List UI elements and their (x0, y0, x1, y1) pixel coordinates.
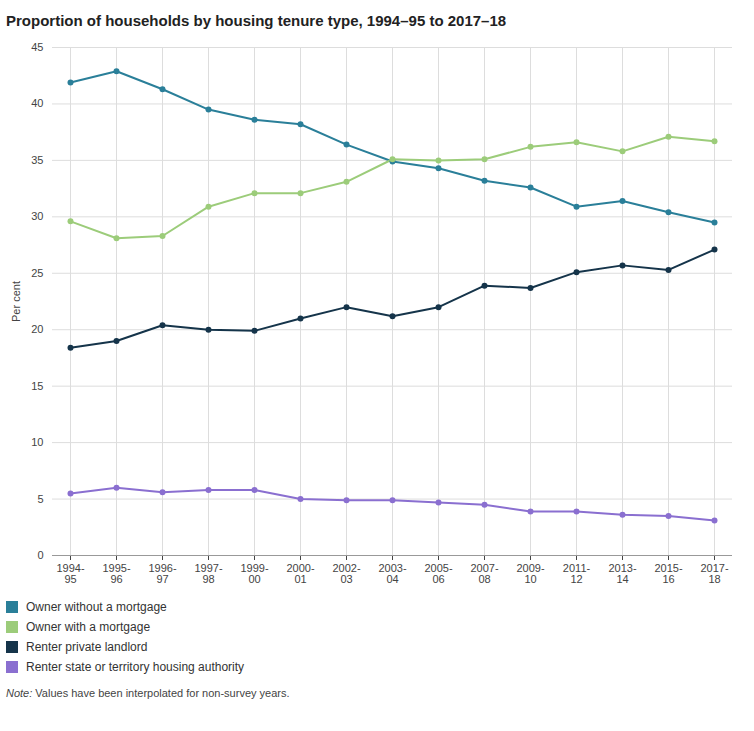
svg-text:1997-98: 1997-98 (194, 562, 222, 585)
svg-text:1996-97: 1996-97 (148, 562, 176, 585)
svg-text:15: 15 (31, 380, 43, 392)
svg-text:2011-12: 2011-12 (563, 562, 591, 585)
svg-text:2017-18: 2017-18 (700, 562, 728, 585)
svg-text:5: 5 (37, 493, 43, 505)
svg-text:2007-08: 2007-08 (470, 562, 498, 585)
svg-text:2000-01: 2000-01 (286, 562, 314, 585)
svg-text:40: 40 (31, 97, 43, 109)
svg-text:1994-95: 1994-95 (56, 562, 84, 585)
svg-text:2013-14: 2013-14 (608, 562, 636, 585)
svg-text:1995-96: 1995-96 (102, 562, 130, 585)
svg-text:25: 25 (31, 267, 43, 279)
svg-text:2005-06: 2005-06 (424, 562, 452, 585)
svg-text:2015-16: 2015-16 (654, 562, 682, 585)
svg-text:45: 45 (31, 41, 43, 53)
svg-text:2009-10: 2009-10 (516, 562, 544, 585)
svg-text:20: 20 (31, 323, 43, 335)
svg-text:Per cent: Per cent (10, 281, 22, 322)
svg-text:30: 30 (31, 210, 43, 222)
svg-text:10: 10 (31, 436, 43, 448)
svg-text:0: 0 (37, 549, 43, 561)
svg-text:1999-00: 1999-00 (240, 562, 268, 585)
svg-text:35: 35 (31, 154, 43, 166)
html-text:Owner with a mortgage: Owner with a mortgage (26, 620, 151, 634)
svg-text:2002-03: 2002-03 (332, 562, 360, 585)
html-text:Renter state or territory hous: Renter state or territory housing author… (26, 660, 245, 674)
html-text:Proportion of households by ho: Proportion of households by housing tenu… (6, 12, 507, 29)
html-text:Renter private landlord: Renter private landlord (26, 640, 148, 654)
html-text:Owner without a mortgage: Owner without a mortgage (26, 600, 167, 614)
svg-text:2003-04: 2003-04 (378, 562, 406, 585)
html-text:Note: Values have been interpo: Note: Values have been interpolated for … (6, 687, 290, 699)
